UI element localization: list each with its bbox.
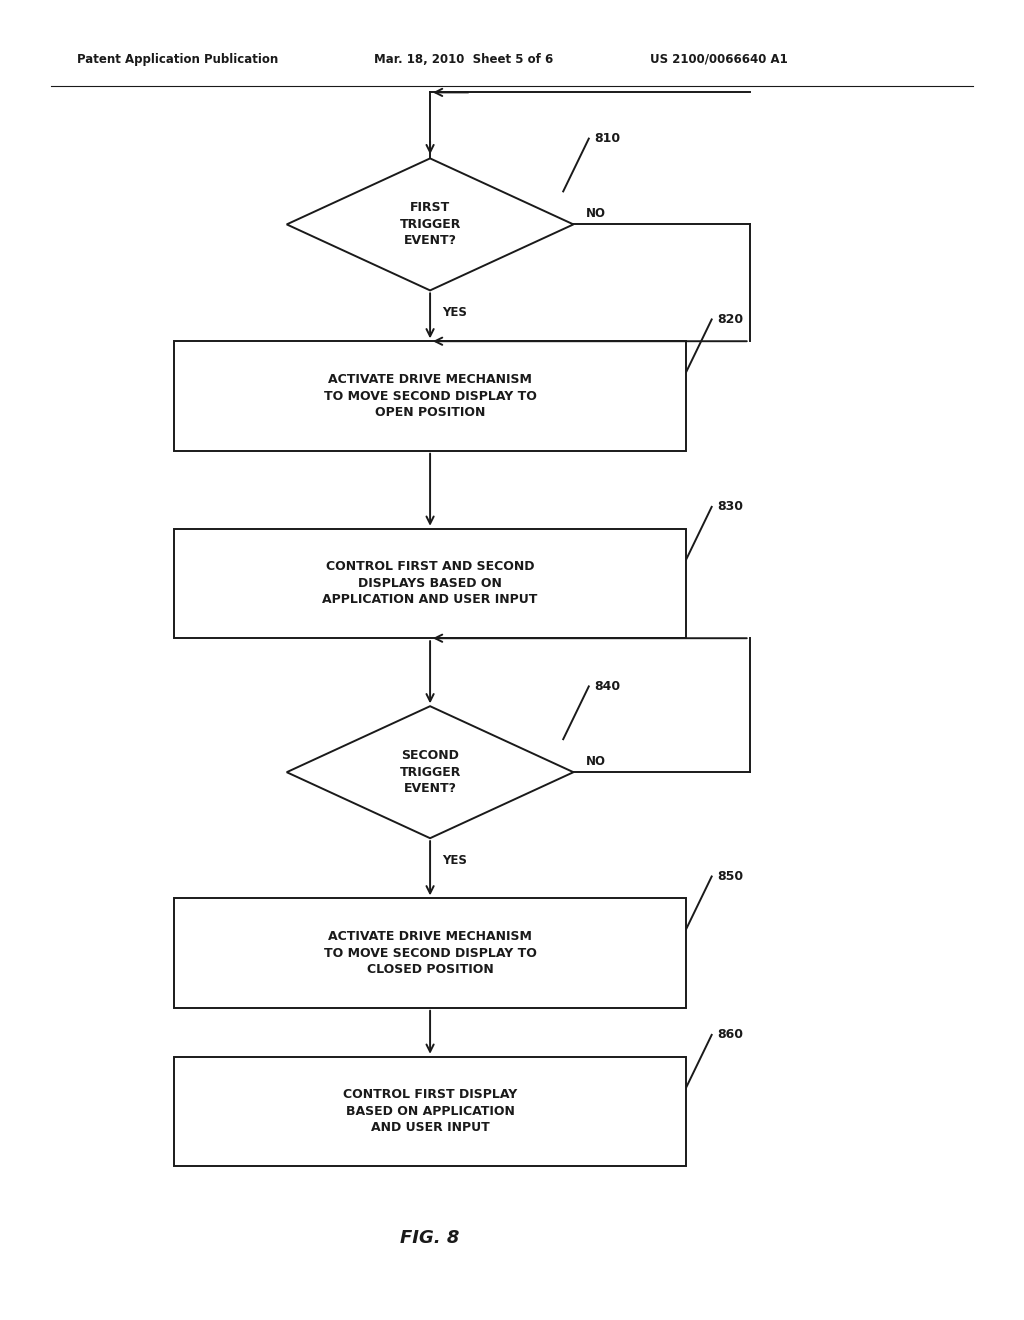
- Text: US 2100/0066640 A1: US 2100/0066640 A1: [650, 53, 788, 66]
- Text: 820: 820: [717, 313, 743, 326]
- Text: 860: 860: [717, 1028, 742, 1041]
- Text: ACTIVATE DRIVE MECHANISM
TO MOVE SECOND DISPLAY TO
CLOSED POSITION: ACTIVATE DRIVE MECHANISM TO MOVE SECOND …: [324, 931, 537, 975]
- Text: Mar. 18, 2010  Sheet 5 of 6: Mar. 18, 2010 Sheet 5 of 6: [374, 53, 553, 66]
- Text: NO: NO: [586, 207, 606, 220]
- Text: SECOND
TRIGGER
EVENT?: SECOND TRIGGER EVENT?: [399, 750, 461, 795]
- FancyBboxPatch shape: [174, 528, 686, 638]
- Text: CONTROL FIRST DISPLAY
BASED ON APPLICATION
AND USER INPUT: CONTROL FIRST DISPLAY BASED ON APPLICATI…: [343, 1089, 517, 1134]
- FancyBboxPatch shape: [174, 1056, 686, 1167]
- FancyBboxPatch shape: [174, 898, 686, 1008]
- Text: 850: 850: [717, 870, 743, 883]
- Text: NO: NO: [586, 755, 606, 768]
- Text: Patent Application Publication: Patent Application Publication: [77, 53, 279, 66]
- Text: YES: YES: [442, 854, 467, 867]
- Polygon shape: [287, 706, 573, 838]
- Text: CONTROL FIRST AND SECOND
DISPLAYS BASED ON
APPLICATION AND USER INPUT: CONTROL FIRST AND SECOND DISPLAYS BASED …: [323, 561, 538, 606]
- Text: YES: YES: [442, 306, 467, 319]
- Text: 810: 810: [594, 132, 621, 145]
- Text: ACTIVATE DRIVE MECHANISM
TO MOVE SECOND DISPLAY TO
OPEN POSITION: ACTIVATE DRIVE MECHANISM TO MOVE SECOND …: [324, 374, 537, 418]
- Polygon shape: [287, 158, 573, 290]
- Text: FIRST
TRIGGER
EVENT?: FIRST TRIGGER EVENT?: [399, 202, 461, 247]
- Text: FIG. 8: FIG. 8: [400, 1229, 460, 1247]
- Text: 840: 840: [594, 680, 621, 693]
- FancyBboxPatch shape: [174, 342, 686, 451]
- Text: 830: 830: [717, 500, 742, 513]
